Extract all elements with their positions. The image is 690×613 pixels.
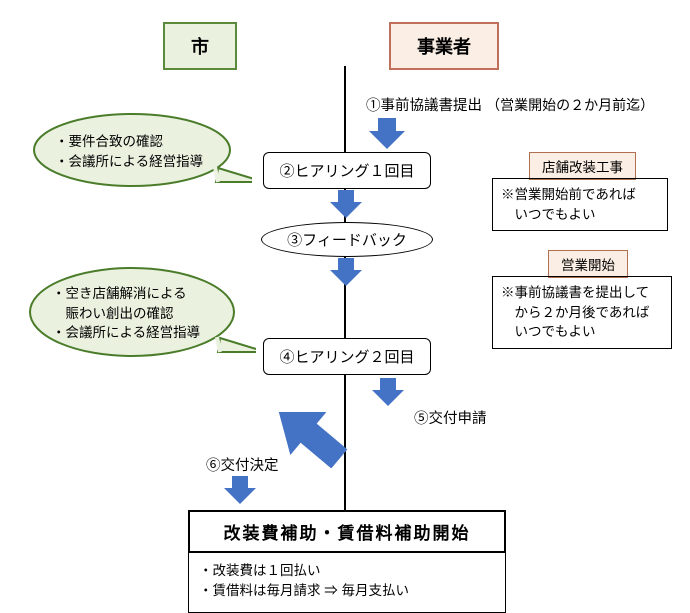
step1-row: ①事前協議書提出 （営業開始の２か月前迄） bbox=[366, 94, 654, 115]
step2-box: ②ヒアリング１回目 bbox=[263, 152, 431, 189]
final-line1: ・改装費は１回払い bbox=[199, 561, 495, 581]
side2-line1: ※事前協議書を提出して bbox=[501, 283, 663, 303]
side2-body: ※事前協議書を提出して から２か月後であれば いつでもよい bbox=[492, 276, 672, 349]
step3-text: ③フィードバック bbox=[287, 232, 407, 249]
bubble1-line1: ・要件合致の確認 bbox=[55, 132, 203, 152]
side1-line2: いつでもよい bbox=[501, 205, 659, 225]
header-operator-text: 事業者 bbox=[417, 37, 471, 57]
bubble2-line1: ・空き店舗解消による bbox=[52, 284, 200, 304]
final-title: 改装費補助・賃借料補助開始 bbox=[188, 510, 506, 553]
side2-line3: いつでもよい bbox=[501, 322, 663, 342]
bubble1-line2: ・会議所による経営指導 bbox=[55, 152, 203, 172]
side2-title: 営業開始 bbox=[548, 250, 628, 278]
final-body: ・改装費は１回払い ・賃借料は毎月請求 ⇒ 毎月支払い bbox=[188, 553, 506, 613]
step5-label: ⑤交付申請 bbox=[414, 407, 487, 428]
arrow-step6-big bbox=[266, 412, 356, 468]
bubble1-text: ・要件合致の確認 ・会議所による経営指導 bbox=[55, 132, 203, 171]
step4-box: ④ヒアリング２回目 bbox=[263, 338, 431, 375]
header-city: 市 bbox=[163, 22, 237, 70]
side1-title: 店舗改装工事 bbox=[529, 152, 636, 180]
side1-title-text: 店舗改装工事 bbox=[542, 160, 623, 175]
side2-title-text: 営業開始 bbox=[561, 258, 615, 273]
bubble2-text: ・空き店舗解消による 賑わい創出の確認 ・会議所による経営指導 bbox=[52, 284, 200, 343]
step3-ellipse: ③フィードバック bbox=[261, 222, 433, 257]
final-title-text: 改装費補助・賃借料補助開始 bbox=[224, 524, 471, 543]
step4-text: ④ヒアリング２回目 bbox=[279, 349, 414, 366]
final-block: 改装費補助・賃借料補助開始 ・改装費は１回払い ・賃借料は毎月請求 ⇒ 毎月支払… bbox=[188, 510, 506, 613]
step6-label: ⑥交付決定 bbox=[206, 454, 279, 475]
side1-line1: ※営業開始前であれば bbox=[501, 185, 659, 205]
step1-sub: （営業開始の２か月前迄） bbox=[486, 97, 654, 113]
final-line2: ・賃借料は毎月請求 ⇒ 毎月支払い bbox=[199, 581, 495, 601]
bubble2-line2: 賑わい創出の確認 bbox=[52, 304, 200, 324]
step2-text: ②ヒアリング１回目 bbox=[279, 163, 414, 180]
header-city-text: 市 bbox=[191, 37, 209, 57]
side1-body: ※営業開始前であれば いつでもよい bbox=[492, 178, 668, 231]
step1-label: ①事前協議書提出 bbox=[366, 98, 482, 114]
bubble2-line3: ・会議所による経営指導 bbox=[52, 323, 200, 343]
header-operator: 事業者 bbox=[389, 22, 499, 70]
side2-line2: から２か月後であれば bbox=[501, 303, 663, 323]
